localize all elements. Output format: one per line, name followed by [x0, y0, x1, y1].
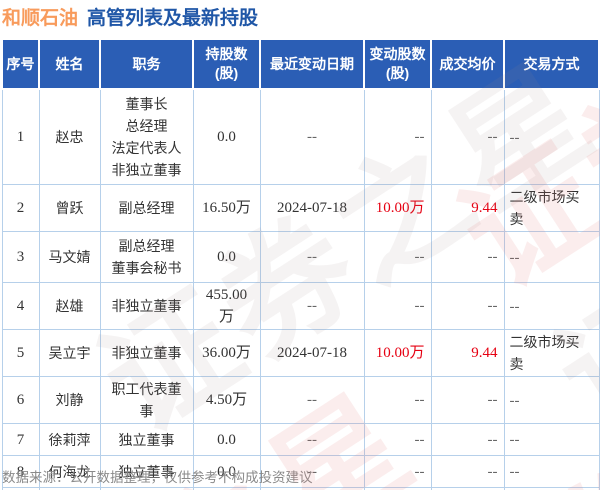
cell-name: 吴立宇: [38, 329, 101, 377]
cell-no: 8: [1, 455, 40, 488]
cell-date: --: [259, 423, 365, 456]
cell-trade-method: 二级市场买卖: [503, 184, 600, 232]
cell-position: 副总经理 董事会秘书: [99, 231, 194, 283]
cell-change-shares: --: [363, 231, 432, 283]
table-row: 9谢小平独立董事0.0--------: [1, 487, 600, 490]
cell-shares: 0.0: [192, 423, 261, 456]
cell-change-shares: --: [363, 282, 432, 330]
cell-position: 董事长 总经理 法定代表人 非独立董事: [99, 88, 194, 185]
cell-shares: 36.00万: [192, 329, 261, 377]
cell-avg-price: --: [430, 423, 505, 456]
cell-no: 5: [1, 329, 40, 377]
cell-trade-method: --: [503, 423, 600, 456]
cell-change-shares: --: [363, 423, 432, 456]
title-text: 高管列表及最新持股: [87, 8, 259, 29]
table-body: 1 赵忠 董事长 总经理 法定代表人 非独立董事 0.0 -- -- -- -- 2 曾跃 副总经理 16.…: [1, 88, 600, 490]
cell-trade-method: --: [503, 282, 600, 330]
table-row: 8 何海龙 独立董事 0.0 -- -- -- --: [1, 455, 600, 488]
cell-date: --: [259, 88, 365, 185]
cell-trade-method: --: [503, 487, 600, 490]
cell-avg-price: 9.44: [430, 329, 505, 377]
cell-trade-method: --: [503, 231, 600, 283]
cell-date: --: [259, 455, 365, 488]
cell-avg-price: --: [430, 455, 505, 488]
column-header-4: 最近变动日期: [259, 38, 365, 90]
table-row: 1 赵忠 董事长 总经理 法定代表人 非独立董事 0.0 -- -- -- --: [1, 88, 600, 185]
cell-avg-price: --: [430, 231, 505, 283]
cell-name: 马文婧: [38, 231, 101, 283]
cell-change-shares: 10.00万: [363, 184, 432, 232]
cell-change-shares: --: [363, 455, 432, 488]
cell-trade-method: 二级市场买卖: [503, 329, 600, 377]
cell-no: 4: [1, 282, 40, 330]
cell-name: 赵忠: [38, 88, 101, 185]
column-header-1: 姓名: [38, 38, 101, 90]
cell-name: 曾跃: [38, 184, 101, 232]
cell-trade-method: --: [503, 376, 600, 424]
cell-shares: 0.0: [192, 88, 261, 185]
cell-position: 非独立董事: [99, 282, 194, 330]
cell-date: 2024-07-18: [259, 184, 365, 232]
cell-no: 1: [1, 88, 40, 185]
page-title: 和顺石油 高管列表及最新持股: [2, 7, 258, 31]
cell-no: 7: [1, 423, 40, 456]
cell-name: 刘静: [38, 376, 101, 424]
column-header-5: 变动股数 (股): [363, 38, 432, 90]
cell-change-shares: --: [363, 376, 432, 424]
cell-no: 6: [1, 376, 40, 424]
cell-no: 2: [1, 184, 40, 232]
cell-position: 职工代表董事: [99, 376, 194, 424]
cell-position: 非独立董事: [99, 329, 194, 377]
column-header-7: 交易方式: [503, 38, 600, 90]
column-header-0: 序号: [1, 38, 40, 90]
column-header-2: 职务: [99, 38, 194, 90]
cell-position: 独立董事: [99, 423, 194, 456]
table-row: 3 马文婧 副总经理 董事会秘书 0.0 -- -- -- --: [1, 231, 600, 283]
cell-name: 赵雄: [38, 282, 101, 330]
table-row: 4 赵雄 非独立董事 455.00万 -- -- -- --: [1, 282, 600, 330]
table-row: 2 曾跃 副总经理 16.50万 2024-07-18 10.00万 9.44 二级市场买卖: [1, 184, 600, 232]
executives-table: 序号 姓名 职务 持股数 (股) 最近变动日期 变动股数 (股) 成交均价 交易方式 1 赵忠 董事长…: [1, 38, 600, 490]
cell-name: 徐莉萍: [38, 423, 101, 456]
cell-shares: 0.0: [192, 455, 261, 488]
cell-position: 独立董事: [99, 455, 194, 488]
table-row: 7 徐莉萍 独立董事 0.0 -- -- -- --: [1, 423, 600, 456]
stock-name: 和顺石油: [2, 8, 79, 29]
cell-avg-price: --: [430, 282, 505, 330]
cell-avg-price: 9.44: [430, 184, 505, 232]
table-row: 5 吴立宇 非独立董事 36.00万 2024-07-18 10.00万 9.44 二级市场买…: [1, 329, 600, 377]
cell-avg-price: --: [430, 376, 505, 424]
cell-date: 2024-07-18: [259, 329, 365, 377]
cell-date: --: [259, 231, 365, 283]
cell-position: 副总经理: [99, 184, 194, 232]
table-row: 6 刘静 职工代表董事 4.50万 -- -- -- --: [1, 376, 600, 424]
cell-avg-price: --: [430, 88, 505, 185]
data-source-disclaimer: 数据来源：公开数据整理，仅供参考不构成投资建议: [2, 470, 313, 485]
cell-change-shares: 10.00万: [363, 329, 432, 377]
cell-shares: 4.50万: [192, 376, 261, 424]
cell-shares: 455.00万: [192, 282, 261, 330]
cell-shares: 0.0: [192, 231, 261, 283]
cell-no: 3: [1, 231, 40, 283]
column-header-3: 持股数 (股): [192, 38, 261, 90]
column-header-6: 成交均价: [430, 38, 505, 90]
header-row: 序号 姓名 职务 持股数 (股) 最近变动日期 变动股数 (股) 成交均价 交易方式: [1, 38, 600, 90]
cell-change-shares: --: [363, 88, 432, 185]
cell-shares: 16.50万: [192, 184, 261, 232]
cell-date: --: [259, 376, 365, 424]
cell-trade-method: --: [503, 88, 600, 185]
cell-date: --: [259, 282, 365, 330]
cell-trade-method: --: [503, 455, 600, 488]
table-header: 序号 姓名 职务 持股数 (股) 最近变动日期 变动股数 (股) 成交均价 交易方式: [1, 38, 600, 90]
